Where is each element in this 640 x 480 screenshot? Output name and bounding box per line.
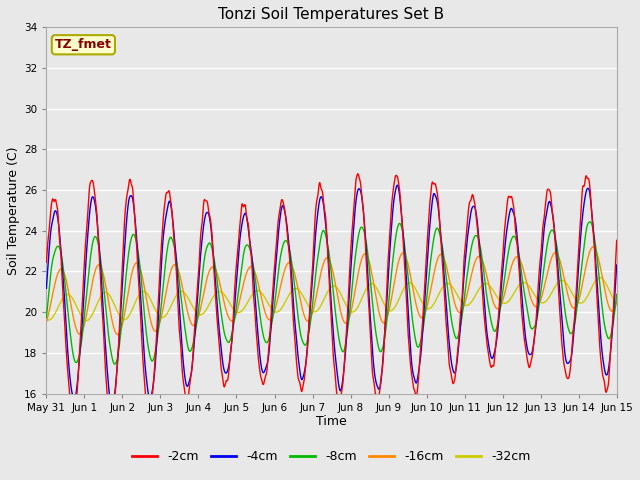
-16cm (420, 312, 428, 318)
Legend: -2cm, -4cm, -8cm, -16cm, -32cm: -2cm, -4cm, -8cm, -16cm, -32cm (127, 445, 536, 468)
Line: -8cm: -8cm (46, 222, 617, 364)
-2cm (170, 231, 177, 237)
-2cm (354, 171, 362, 177)
-8cm (42, 314, 50, 320)
-16cm (170, 262, 177, 268)
-2cm (613, 238, 621, 243)
-8cm (586, 219, 594, 225)
-16cm (545, 263, 553, 268)
X-axis label: Time: Time (316, 415, 347, 429)
-8cm (495, 314, 503, 320)
-32cm (420, 303, 428, 309)
-8cm (420, 316, 428, 322)
Y-axis label: Soil Temperature (C): Soil Temperature (C) (7, 146, 20, 275)
-32cm (234, 310, 241, 315)
-2cm (421, 278, 429, 284)
-2cm (546, 188, 554, 193)
-16cm (613, 299, 621, 305)
-16cm (234, 307, 241, 313)
-4cm (170, 226, 177, 232)
-4cm (613, 262, 621, 268)
-8cm (170, 241, 177, 247)
Line: -32cm: -32cm (46, 277, 617, 321)
Line: -4cm: -4cm (46, 185, 617, 404)
-2cm (42, 260, 50, 265)
-16cm (495, 305, 503, 311)
-32cm (613, 300, 621, 306)
-16cm (589, 244, 596, 250)
-16cm (156, 321, 164, 326)
-8cm (111, 361, 119, 367)
-2cm (156, 271, 164, 277)
-8cm (545, 232, 553, 238)
Text: TZ_fmet: TZ_fmet (55, 38, 112, 51)
Title: Tonzi Soil Temperatures Set B: Tonzi Soil Temperatures Set B (218, 7, 445, 22)
-4cm (108, 401, 116, 407)
-32cm (170, 298, 177, 303)
-4cm (495, 309, 503, 315)
-8cm (613, 291, 621, 297)
-4cm (421, 296, 429, 301)
-32cm (545, 294, 553, 300)
-8cm (156, 317, 164, 323)
-4cm (156, 291, 164, 297)
-4cm (42, 286, 50, 291)
-32cm (156, 313, 164, 319)
-16cm (42, 320, 50, 325)
Line: -2cm: -2cm (46, 174, 617, 418)
-32cm (42, 316, 50, 322)
-32cm (83, 318, 90, 324)
-2cm (108, 415, 116, 421)
-4cm (394, 182, 401, 188)
-4cm (234, 267, 241, 273)
-4cm (546, 199, 554, 204)
-16cm (114, 332, 122, 337)
-2cm (234, 252, 241, 257)
-2cm (495, 300, 503, 306)
-32cm (596, 275, 604, 280)
Line: -16cm: -16cm (46, 247, 617, 335)
-32cm (495, 297, 503, 302)
-8cm (234, 297, 241, 302)
